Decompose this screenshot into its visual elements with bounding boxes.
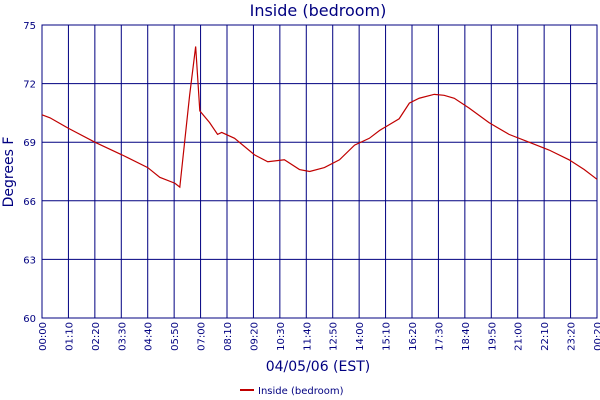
x-tick-label: 01:10: [64, 322, 75, 351]
x-tick-label: 07:00: [197, 322, 208, 351]
chart-title: Inside (bedroom): [250, 1, 387, 20]
x-tick-label: 23:20: [567, 322, 578, 351]
y-tick-label: 72: [23, 80, 36, 91]
y-tick-label: 60: [23, 314, 36, 325]
x-tick-label: 10:30: [276, 322, 287, 351]
x-tick-label: 14:00: [355, 322, 366, 351]
legend-label: Inside (bedroom): [258, 386, 344, 397]
x-tick-label: 18:40: [461, 322, 472, 351]
x-axis-label: 04/05/06 (EST): [266, 359, 371, 375]
y-tick-label: 69: [23, 138, 36, 149]
x-tick-label: 21:00: [514, 322, 525, 351]
x-tick-label: 00:20: [593, 322, 600, 351]
x-tick-label: 16:20: [408, 322, 419, 351]
plot-area: [41, 24, 598, 319]
x-tick-label: 19:50: [487, 322, 498, 351]
data-line: [41, 46, 598, 189]
x-tick-label: 11:40: [302, 322, 313, 351]
x-tick-label: 00:00: [38, 322, 49, 351]
x-tick-label: 08:10: [223, 322, 234, 351]
y-axis-label: Degrees F: [1, 137, 17, 208]
x-tick-label: 22:10: [540, 322, 551, 351]
x-tick-label: 02:20: [91, 322, 102, 351]
x-tick-label: 03:30: [117, 322, 128, 351]
x-tick-label: 05:50: [170, 322, 181, 351]
y-tick-label: 63: [23, 255, 36, 266]
x-tick-label: 17:30: [434, 322, 445, 351]
x-tick-label: 15:10: [382, 322, 393, 351]
y-tick-label: 66: [23, 197, 36, 208]
x-tick-label: 04:40: [144, 322, 155, 351]
y-tick-label: 75: [23, 21, 36, 32]
x-tick-label: 12:50: [329, 322, 340, 351]
x-tick-label: 09:20: [249, 322, 260, 351]
